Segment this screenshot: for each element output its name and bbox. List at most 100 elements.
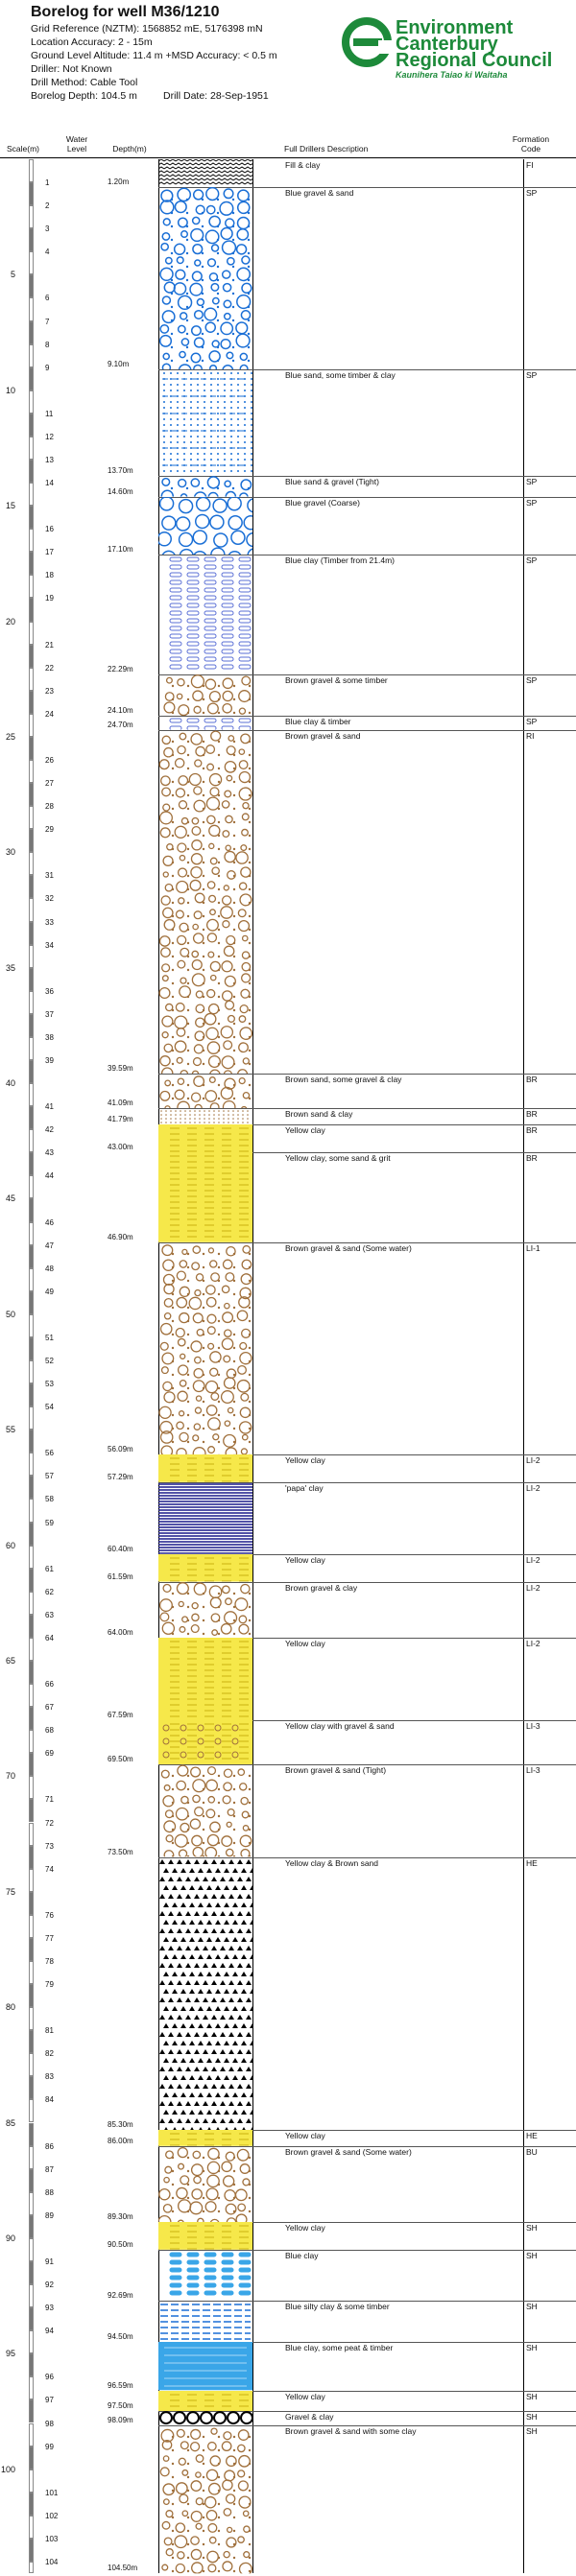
lithology-layer bbox=[158, 2222, 252, 2250]
layer-description: Gravel & clay bbox=[285, 2412, 334, 2422]
formation-code: RI bbox=[526, 730, 535, 741]
scale-segment bbox=[29, 1336, 34, 1360]
page-title: Borelog for well M36/1210 bbox=[31, 4, 220, 20]
layer-depth-label: 22.29m bbox=[108, 664, 133, 674]
scale-segment bbox=[29, 875, 34, 899]
scale-segment bbox=[29, 2538, 34, 2562]
scale-segment bbox=[29, 1406, 34, 1430]
minor-scale-label: 4 bbox=[45, 248, 50, 257]
scale-segment bbox=[29, 1175, 34, 1199]
ecan-logo-mark-icon bbox=[342, 17, 392, 67]
minor-scale-label: 78 bbox=[45, 1956, 54, 1966]
minor-scale-label: 73 bbox=[45, 1841, 54, 1851]
layer-depth-label: 96.59m bbox=[108, 2380, 133, 2390]
minor-scale-label: 39 bbox=[45, 1055, 54, 1065]
scale-segment bbox=[29, 1984, 34, 2008]
scale-segment bbox=[29, 759, 34, 784]
layer-boundary bbox=[158, 2145, 576, 2147]
layer-boundary bbox=[158, 1581, 576, 1583]
minor-scale-label: 23 bbox=[45, 686, 54, 696]
minor-scale-label: 52 bbox=[45, 1356, 54, 1365]
scale-segment bbox=[29, 1684, 34, 1708]
lithology-layer bbox=[158, 1720, 252, 1765]
formation-code: LI-2 bbox=[526, 1638, 540, 1648]
scale-segment bbox=[29, 1799, 34, 1823]
layer-depth-label: 104.50m bbox=[108, 2564, 138, 2572]
lithology-right-border bbox=[252, 159, 253, 2573]
layer-boundary bbox=[158, 2222, 576, 2224]
formation-code: SP bbox=[526, 555, 538, 565]
minor-scale-label: 77 bbox=[45, 1933, 54, 1943]
layer-depth-label: 60.40m bbox=[108, 1545, 133, 1554]
minor-scale-label: 19 bbox=[45, 594, 54, 603]
lithology-layer bbox=[158, 159, 252, 185]
layer-boundary bbox=[158, 1074, 576, 1075]
layer-boundary bbox=[158, 2390, 576, 2392]
lithology-layer bbox=[158, 2129, 252, 2146]
layer-boundary bbox=[158, 1720, 576, 1722]
scale-segment bbox=[29, 274, 34, 298]
layer-description: Brown gravel & some timber bbox=[285, 674, 388, 685]
lithology-layer bbox=[160, 476, 252, 497]
layer-boundary bbox=[158, 674, 576, 675]
scale-segment bbox=[29, 644, 34, 668]
minor-scale-label: 72 bbox=[45, 1818, 54, 1828]
minor-scale-label: 96 bbox=[45, 2373, 54, 2382]
minor-scale-label: 97 bbox=[45, 2396, 54, 2405]
scale-segment bbox=[29, 2053, 34, 2077]
minor-scale-label: 84 bbox=[45, 2095, 54, 2105]
layer-description: Fill & clay bbox=[285, 160, 321, 170]
scale-segment bbox=[29, 2492, 34, 2516]
scale-segment bbox=[29, 621, 34, 645]
scale-segment bbox=[29, 1545, 34, 1569]
formation-code: SP bbox=[526, 476, 538, 486]
minor-scale-label: 38 bbox=[45, 1032, 54, 1042]
layer-depth-label: 92.69m bbox=[108, 2290, 133, 2300]
layer-boundary bbox=[158, 1764, 576, 1766]
layer-depth-label: 90.50m bbox=[108, 2239, 133, 2249]
formation-code: BR bbox=[526, 1125, 538, 1136]
layer-depth-label: 94.50m bbox=[108, 2332, 133, 2342]
formation-border bbox=[523, 159, 524, 2573]
layer-description: Yellow clay bbox=[285, 2391, 325, 2401]
minor-scale-label: 43 bbox=[45, 1148, 54, 1158]
scale-segment bbox=[29, 1152, 34, 1176]
formation-code: SH bbox=[526, 2301, 538, 2311]
minor-scale-label: 3 bbox=[45, 225, 50, 234]
layer-description: Brown gravel & sand (Some water) bbox=[285, 2146, 412, 2157]
scale-segment bbox=[29, 898, 34, 922]
scale-label: 5 bbox=[10, 270, 15, 280]
lithology-layer bbox=[159, 1858, 252, 2130]
formation-code: SH bbox=[526, 2425, 538, 2436]
layer-description: Yellow clay, some sand & grit bbox=[285, 1153, 391, 1164]
lithology-layer bbox=[158, 496, 252, 555]
layer-description: Blue clay bbox=[285, 2250, 319, 2260]
minor-scale-label: 1 bbox=[45, 178, 50, 188]
scale-label: 80 bbox=[5, 2002, 15, 2013]
layer-depth-label: 39.59m bbox=[108, 1064, 133, 1074]
layer-depth-label: 86.00m bbox=[108, 2136, 133, 2145]
scale-segment bbox=[29, 1568, 34, 1592]
scale-segment bbox=[29, 1522, 34, 1546]
formation-code: SH bbox=[526, 2391, 538, 2401]
scale-label: 20 bbox=[5, 616, 15, 626]
scale-label: 65 bbox=[5, 1655, 15, 1666]
logo-line1: Environment bbox=[396, 17, 514, 38]
scale-segment bbox=[29, 2099, 34, 2123]
layer-depth-label: 57.29m bbox=[108, 1473, 133, 1482]
minor-scale-label: 94 bbox=[45, 2327, 54, 2336]
formation-code: BR bbox=[526, 1153, 538, 1164]
col-depth: Depth(m) bbox=[112, 144, 147, 154]
scale-segment bbox=[29, 366, 34, 390]
minor-scale-label: 64 bbox=[45, 1633, 54, 1642]
minor-scale-label: 101 bbox=[45, 2488, 59, 2497]
layer-boundary bbox=[158, 1554, 576, 1556]
lithology-layer bbox=[169, 2252, 252, 2296]
layer-boundary bbox=[158, 1482, 576, 1484]
minor-scale-label: 48 bbox=[45, 1264, 54, 1273]
lithology-layer bbox=[158, 2390, 252, 2412]
minor-scale-label: 34 bbox=[45, 940, 54, 950]
scale-segment bbox=[29, 2399, 34, 2423]
minor-scale-label: 68 bbox=[45, 1726, 54, 1736]
scale-segment bbox=[29, 1430, 34, 1453]
